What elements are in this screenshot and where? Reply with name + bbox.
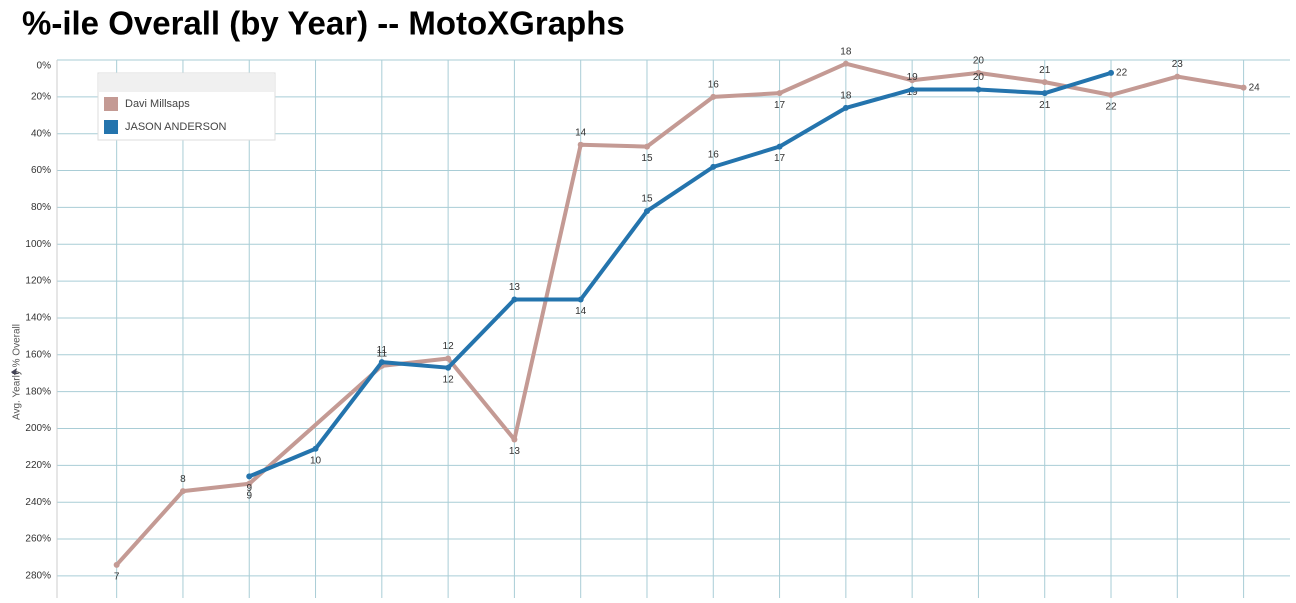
y-tick-label: 40% <box>31 128 51 139</box>
data-point <box>113 561 120 568</box>
y-tick-label: 140% <box>25 313 51 324</box>
y-tick-label: 60% <box>31 165 51 176</box>
data-point <box>710 163 717 170</box>
y-tick-label: 120% <box>25 276 51 287</box>
data-point <box>1041 90 1048 97</box>
data-point <box>975 69 982 76</box>
point-label: 11 <box>377 345 388 356</box>
y-tick-label: 260% <box>25 534 51 545</box>
data-point <box>1240 84 1247 91</box>
y-axis-title: Avg. Yearly % Overall <box>12 324 23 420</box>
data-point <box>246 473 253 480</box>
data-point <box>842 60 849 67</box>
point-label: 14 <box>575 127 587 138</box>
data-point <box>643 143 650 150</box>
y-tick-label: 240% <box>25 497 51 508</box>
series-line <box>248 70 1112 479</box>
point-label: 17 <box>774 100 786 111</box>
point-label: 14 <box>575 306 587 317</box>
point-label: 7 <box>114 571 120 582</box>
data-point <box>1041 79 1048 86</box>
data-point <box>1108 92 1115 99</box>
point-label: 21 <box>1039 65 1051 76</box>
point-label: 16 <box>708 79 720 90</box>
point-label: 15 <box>641 194 653 205</box>
y-tick-label: 220% <box>25 460 51 471</box>
y-tick-label: 80% <box>31 202 51 213</box>
data-point <box>643 208 650 215</box>
series-line <box>115 61 1244 567</box>
data-point <box>511 296 518 303</box>
point-label: 20 <box>973 72 985 83</box>
point-label: 9 <box>246 483 252 494</box>
point-label: 17 <box>774 153 786 164</box>
data-point <box>776 143 783 150</box>
legend-label: Davi Millsaps <box>125 98 190 110</box>
point-label: 16 <box>708 150 720 161</box>
y-tick-label: 160% <box>25 349 51 360</box>
data-point <box>445 364 452 371</box>
point-label: 21 <box>1039 100 1051 111</box>
point-label: 19 <box>907 72 919 83</box>
data-point <box>1108 69 1115 76</box>
data-point <box>577 296 584 303</box>
point-label: 23 <box>1172 59 1184 70</box>
point-label: 10 <box>310 455 322 466</box>
point-label: 13 <box>509 282 521 293</box>
legend-header <box>99 74 274 92</box>
point-label: 8 <box>180 474 186 485</box>
data-point <box>179 488 186 495</box>
point-label: 20 <box>973 56 985 67</box>
data-point <box>842 104 849 111</box>
chart-title: %-ile Overall (by Year) -- MotoXGraphs <box>22 5 625 42</box>
data-point <box>378 359 385 366</box>
y-tick-label: 200% <box>25 423 51 434</box>
point-label: 18 <box>840 91 852 102</box>
data-point <box>909 86 916 93</box>
point-label: 22 <box>1105 102 1117 113</box>
y-tick-label: 280% <box>25 571 51 582</box>
legend-swatch <box>104 120 118 134</box>
y-tick-label: 180% <box>25 386 51 397</box>
data-point <box>975 86 982 93</box>
point-label: 9 <box>246 490 252 501</box>
data-point <box>246 480 253 487</box>
point-label: 12 <box>443 374 455 385</box>
point-label: 11 <box>377 348 388 359</box>
legend: Davi Millsaps JASON ANDERSON <box>97 72 276 141</box>
legend-label: JASON ANDERSON <box>125 121 227 133</box>
data-point <box>577 141 584 148</box>
y-tick-label: 100% <box>25 239 51 250</box>
y-axis-title-group: Avg. Yearly % Overall <box>12 324 23 420</box>
point-label: 13 <box>509 446 521 457</box>
legend-swatch <box>104 97 118 111</box>
data-point <box>312 445 319 452</box>
data-point <box>710 93 717 100</box>
y-tick-label: 0% <box>37 61 52 72</box>
point-label: 24 <box>1249 82 1261 93</box>
data-point <box>445 355 452 362</box>
point-label: 12 <box>443 341 455 352</box>
point-label: 18 <box>840 46 852 57</box>
data-point <box>511 436 518 443</box>
point-label: 15 <box>641 153 653 164</box>
data-point <box>909 77 916 84</box>
data-point <box>1174 73 1181 80</box>
point-label: 22 <box>1116 68 1128 79</box>
data-point <box>776 90 783 97</box>
pin-icon <box>11 368 19 374</box>
y-tick-label: 20% <box>31 91 51 102</box>
